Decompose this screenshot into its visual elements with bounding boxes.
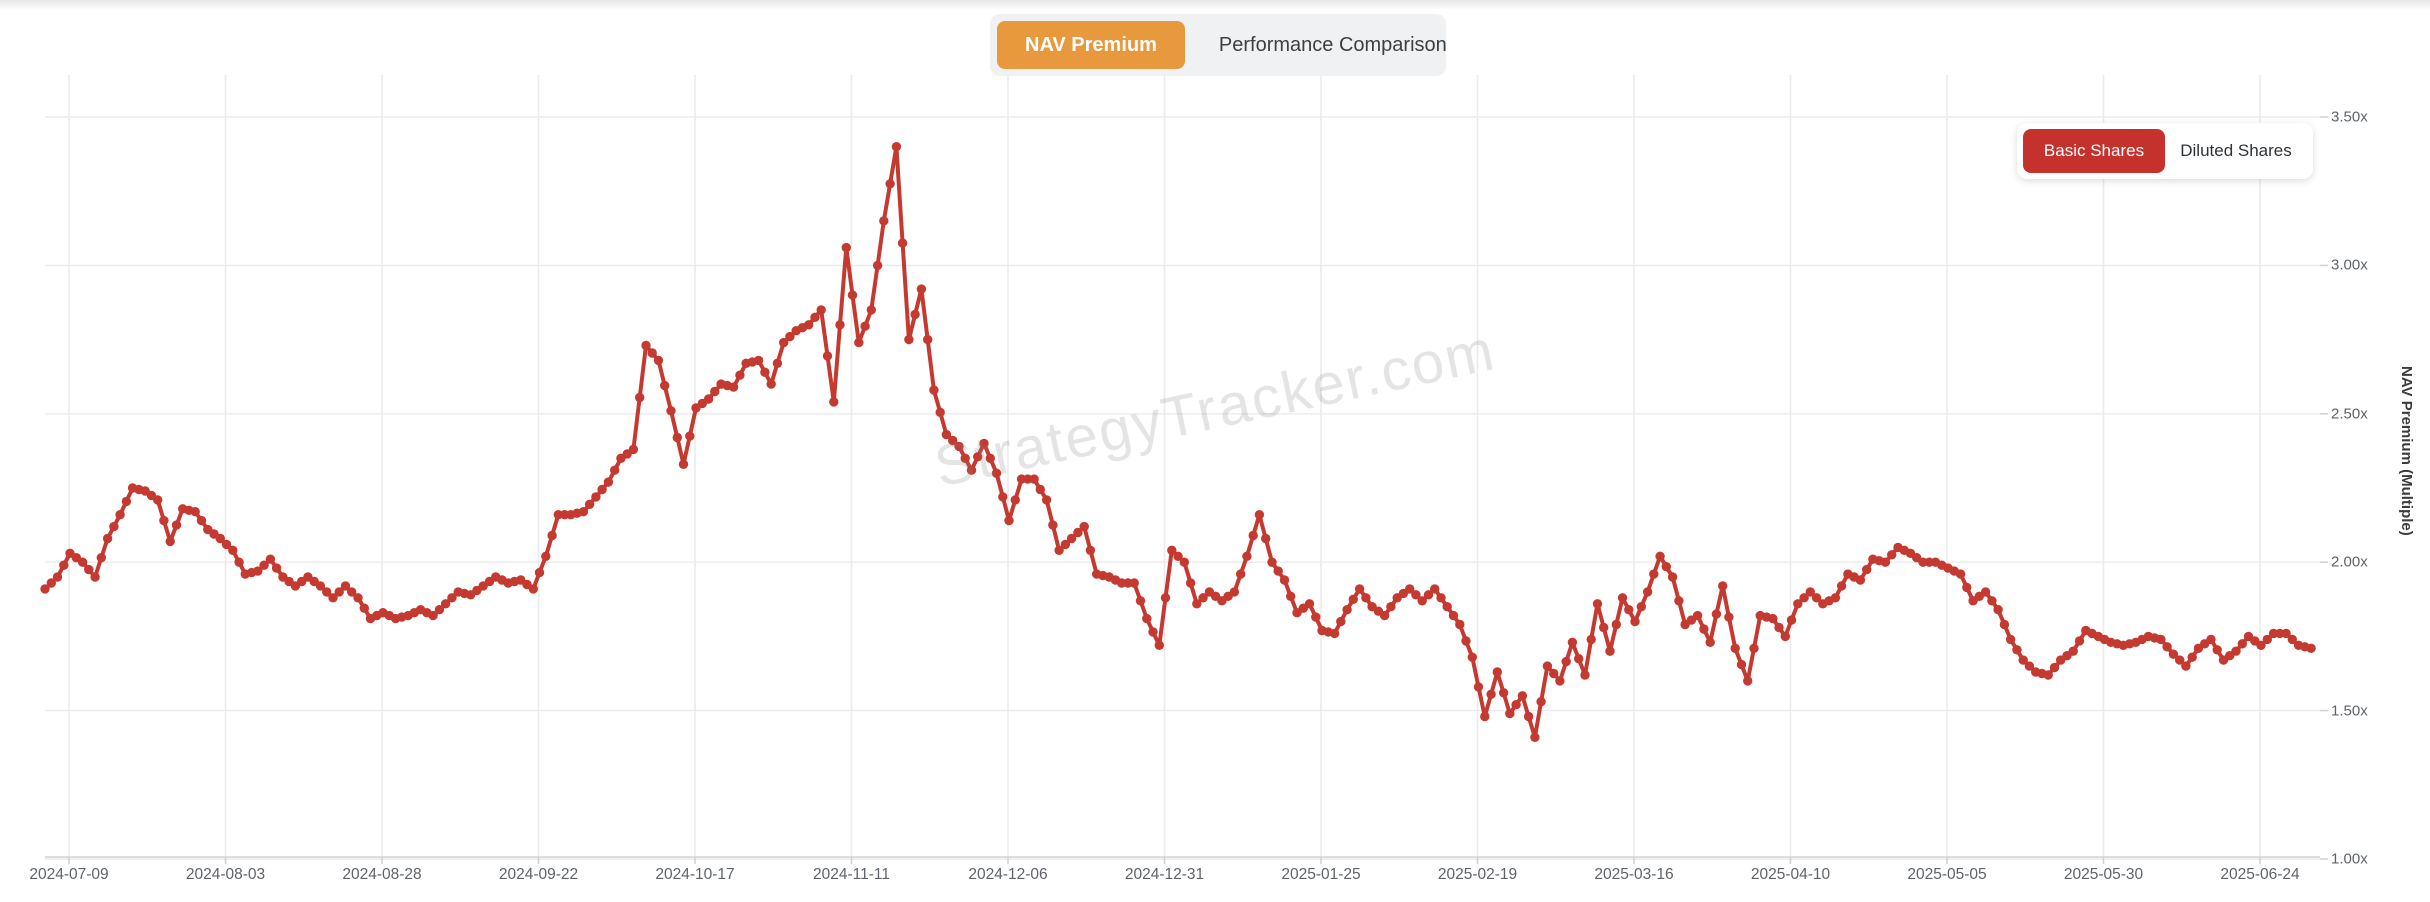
x-tick-label: 2025-02-19 [1437,866,1518,883]
x-axis-line [45,116,2328,864]
x-tick-label: 2025-01-25 [1281,866,1361,883]
x-tick-label: 2025-03-16 [1594,866,1674,883]
chart-tab-switcher: NAV Premium Performance Comparison [990,14,1447,76]
x-tick-label: 2024-08-28 [342,866,422,883]
x-tick-label: 2024-12-06 [968,866,1048,883]
x-tick-label: 2024-11-11 [813,866,890,883]
diluted-shares-button[interactable]: Diluted Shares [2165,129,2307,173]
x-tick-label: 2025-06-24 [2220,866,2300,883]
y-axis-title: NAV Premium (Multiple) [2398,366,2415,536]
y-tick-label: 3.50x [2331,108,2368,126]
basic-shares-button[interactable]: Basic Shares [2023,129,2165,173]
y-tick-label: 3.00x [2331,256,2368,274]
share-type-switcher: Basic Shares Diluted Shares [2017,123,2313,179]
x-tick-label: 2025-05-30 [2063,866,2144,883]
x-tick-label: 2024-08-03 [185,866,266,883]
y-tick-label: 1.50x [2331,702,2368,720]
x-tick-label: 2025-04-10 [1750,866,1831,883]
tab-nav-premium[interactable]: NAV Premium [997,21,1185,69]
x-tick-label: 2024-12-31 [1124,866,1205,883]
y-tick-label: 1.00x [2331,850,2368,868]
tab-performance-comparison[interactable]: Performance Comparison [1218,33,1447,56]
x-tick-label: 2024-10-17 [655,866,735,883]
vertical-gridlines [68,75,2261,857]
y-tick-label: 2.50x [2331,405,2368,423]
basic-shares-series-line [40,142,2316,742]
x-tick-label: 2024-09-22 [498,866,579,883]
horizontal-gridlines [45,116,2320,860]
x-tick-label: 2024-07-09 [29,866,109,883]
x-tick-label: 2025-05-05 [1907,866,1987,883]
y-tick-label: 2.00x [2331,553,2368,571]
